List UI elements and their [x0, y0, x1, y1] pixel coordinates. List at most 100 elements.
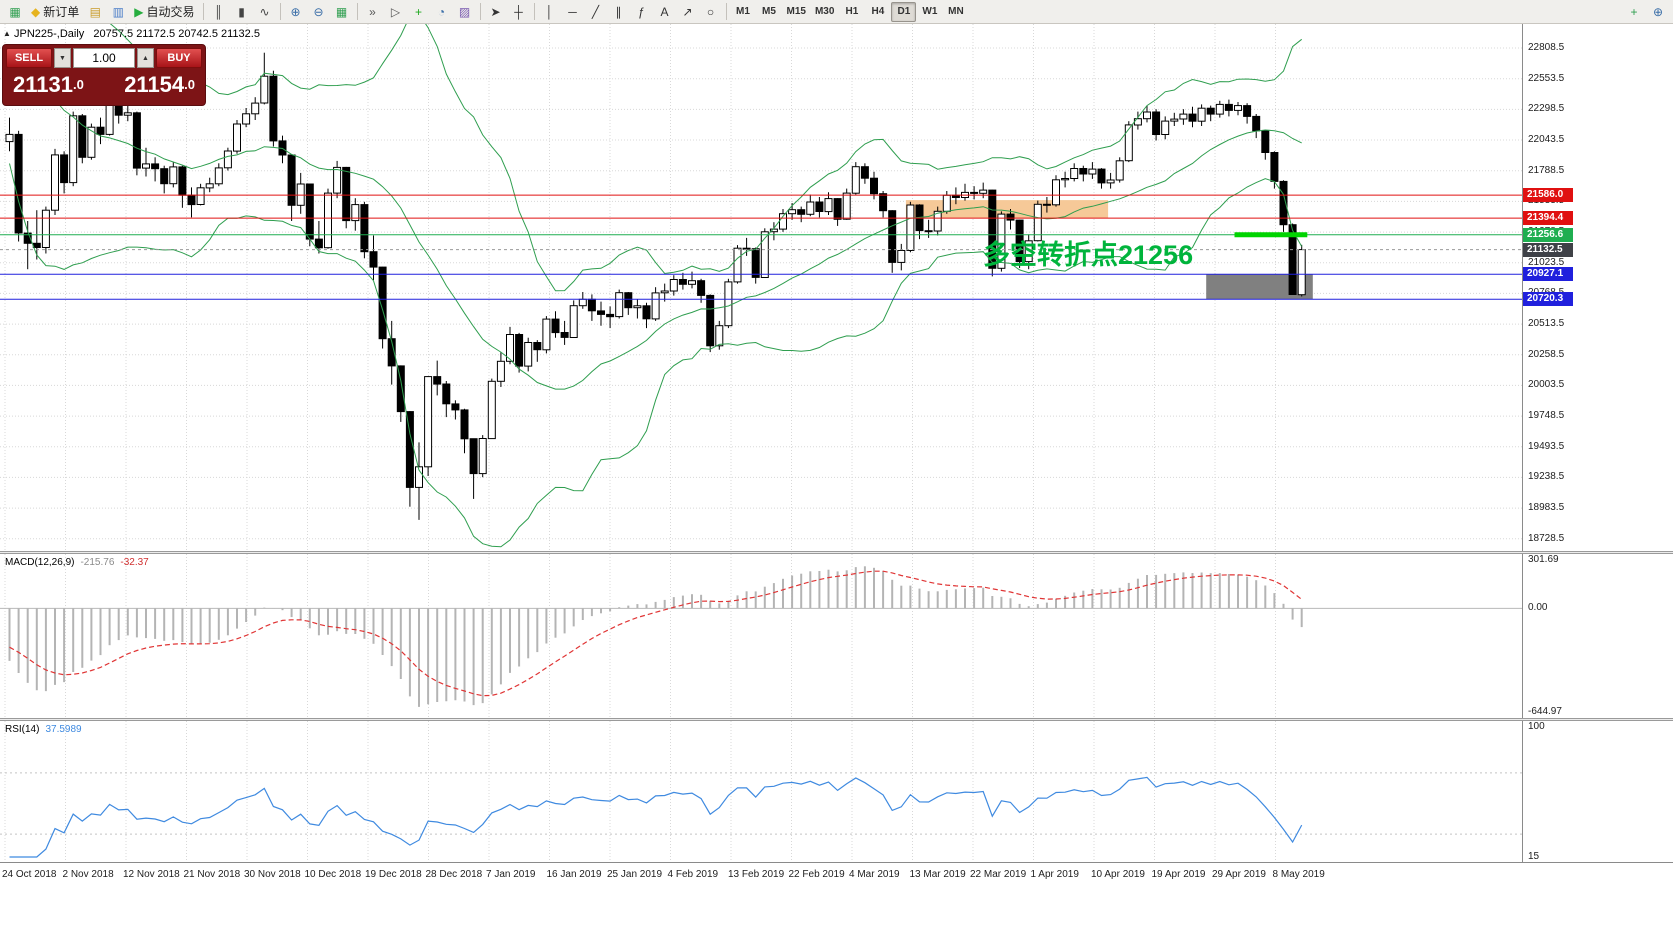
new-chart-icon: ▦ [9, 4, 21, 19]
chart-annotation-text[interactable]: 多空转折点21256 [983, 239, 1193, 270]
macd-axis-label: -644.97 [1528, 706, 1562, 717]
timeframe-mn-button[interactable]: MN [948, 6, 964, 17]
toolbar-separator [479, 3, 481, 20]
price-chart-panel[interactable]: 多空转折点21256 ▲ JPN225-,Daily 20757.5 21172… [0, 24, 1522, 551]
period-button[interactable]: ◔ [431, 2, 453, 22]
bollinger-middle-band [9, 60, 1302, 390]
macd-chart [0, 554, 1522, 718]
candlestick-chart-button[interactable]: ▮ [231, 2, 253, 22]
candles-layer [5, 52, 1306, 520]
chart-shift-icon: ▷ [390, 4, 401, 19]
macd-indicator-panel[interactable]: MACD(12,26,9) -215.76 -32.37 [0, 554, 1522, 718]
rsi-indicator-panel[interactable]: RSI(14) 37.5989 [0, 721, 1522, 862]
price-axis-label: 19238.5 [1528, 471, 1565, 483]
shapes-icon: ○ [706, 4, 715, 19]
cursor-button[interactable]: ➤ [485, 2, 507, 22]
toolbar-separator [279, 3, 281, 20]
tile-windows-button[interactable]: ▦ [331, 2, 353, 22]
time-axis-label: 30 Nov 2018 [244, 869, 301, 880]
bar-chart-button[interactable]: ║ [208, 2, 230, 22]
sell-button[interactable]: SELL [6, 48, 52, 68]
new-order-button-label: 新订单 [43, 5, 80, 19]
buy-button[interactable]: BUY [156, 48, 202, 68]
lot-decrease-button[interactable]: ▼ [54, 48, 71, 68]
bollinger-upper-band [109, 24, 1303, 292]
templates-button[interactable]: ▨ [454, 2, 476, 22]
market-watch-button[interactable]: ▤ [84, 2, 106, 22]
lot-size-input[interactable] [73, 48, 135, 68]
text-label-button[interactable]: A [654, 2, 676, 22]
lot-increase-button[interactable]: ▲ [137, 48, 154, 68]
price-axis-label: 20258.5 [1528, 348, 1565, 360]
panel-separator[interactable] [0, 718, 1673, 721]
price-axis-label: 20003.5 [1528, 379, 1565, 391]
time-axis-label: 22 Mar 2019 [970, 869, 1027, 880]
time-axis[interactable]: 24 Oct 2018 2 Nov 2018 12 Nov 2018 21 Nov 2… [0, 862, 1673, 886]
trendline-button[interactable]: ╱ [585, 2, 607, 22]
price-level-badge: 20720.3 [1523, 292, 1573, 307]
line-chart-button[interactable]: ∿ [254, 2, 276, 22]
panel-separator[interactable] [0, 551, 1673, 554]
price-axis[interactable]: 22808.522553.522298.522043.521788.521533… [1522, 24, 1673, 862]
current-price-badge: 21132.5 [1523, 242, 1573, 257]
timeframe-w1-button[interactable]: W1 [922, 6, 938, 17]
time-axis-label: 8 May 2019 [1272, 869, 1325, 880]
rectangle-object[interactable] [1206, 274, 1313, 300]
search-icon[interactable]: ⊕ [1652, 4, 1664, 19]
arrow-object-button[interactable]: ↗ [677, 2, 699, 22]
toolbar-separator [356, 3, 358, 20]
auto-scroll-button[interactable]: » [362, 2, 384, 22]
new-order-button-button[interactable]: ◆ 新订单 [27, 2, 83, 22]
chart-shift-button[interactable]: ▷ [385, 2, 407, 22]
macd-signal-value: -32.37 [120, 557, 149, 568]
toolbar-separator [202, 3, 204, 20]
timeframe-h4-button[interactable]: H4 [871, 6, 885, 17]
price-level-badge: 21256.6 [1523, 227, 1573, 242]
main-toolbar: ▦ ◆ 新订单 ▤ ▥ ▶ 自动交易 ║ ▮ ∿ ⊕ ⊖ ▦ » ▷ + ◔ ▨ ➤ ┼ │ ─ ╱ ∥ ƒ A ↗ ○ M1 M5 M15… [0, 0, 1673, 24]
horizontal-line-icon: ─ [568, 4, 577, 19]
time-axis-label: 7 Jan 2019 [486, 869, 536, 880]
price-chart[interactable]: 多空转折点21256 [0, 24, 1522, 551]
vertical-line-icon: │ [545, 4, 554, 19]
indicators-add-button[interactable]: + [408, 2, 430, 22]
vertical-line-button[interactable]: │ [539, 2, 561, 22]
price-axis-label: 22553.5 [1528, 72, 1565, 84]
data-window-button[interactable]: ▥ [107, 2, 129, 22]
fibonacci-button[interactable]: ƒ [631, 2, 653, 22]
new-chart-button[interactable]: ▦ [4, 2, 26, 22]
time-axis-label: 19 Apr 2019 [1151, 869, 1206, 880]
rsi-label: RSI(14) 37.5989 [5, 724, 82, 735]
price-axis-label: 18983.5 [1528, 502, 1565, 514]
timeframe-m5-button[interactable]: M5 [762, 6, 776, 17]
one-click-collapse-arrow[interactable]: ▲ [3, 29, 11, 38]
rsi-chart [0, 721, 1522, 862]
crosshair-button[interactable]: ┼ [508, 2, 530, 22]
macd-main-value: -215.76 [80, 557, 115, 568]
time-axis-label: 13 Mar 2019 [909, 869, 966, 880]
price-level-badge: 20927.1 [1523, 267, 1573, 282]
timeframe-m1-button[interactable]: M1 [736, 6, 750, 17]
price-level-badge: 21586.0 [1523, 188, 1573, 203]
arrow-object-icon: ↗ [682, 4, 693, 19]
zoom-out-button[interactable]: ⊖ [308, 2, 330, 22]
auto-trading-button-button[interactable]: ▶ 自动交易 [130, 2, 198, 22]
macd-signal-line [9, 570, 1303, 697]
candlestick-chart-icon: ▮ [238, 4, 245, 19]
time-axis-label: 24 Oct 2018 [2, 869, 57, 880]
price-axis-label: 19748.5 [1528, 410, 1565, 422]
shapes-button[interactable]: ○ [700, 2, 722, 22]
price-axis-label: 21023.5 [1528, 256, 1565, 268]
timeframe-m30-button[interactable]: M30 [814, 6, 835, 17]
macd-label: MACD(12,26,9) -215.76 -32.37 [5, 557, 149, 568]
channel-button[interactable]: ∥ [608, 2, 630, 22]
new-order-button: ◆ [31, 4, 41, 19]
zoom-in-button[interactable]: ⊕ [285, 2, 307, 22]
crosshair-icon: ┼ [514, 4, 523, 19]
expand-icon[interactable]: + [1630, 4, 1638, 19]
horizontal-line-button[interactable]: ─ [562, 2, 584, 22]
timeframe-h1-button[interactable]: H1 [845, 6, 859, 17]
auto-scroll-icon: » [369, 4, 376, 19]
timeframe-m15-button[interactable]: M15 [786, 6, 806, 17]
timeframe-d1-button[interactable]: D1 [891, 1, 917, 22]
rsi-value: 37.5989 [45, 724, 82, 735]
